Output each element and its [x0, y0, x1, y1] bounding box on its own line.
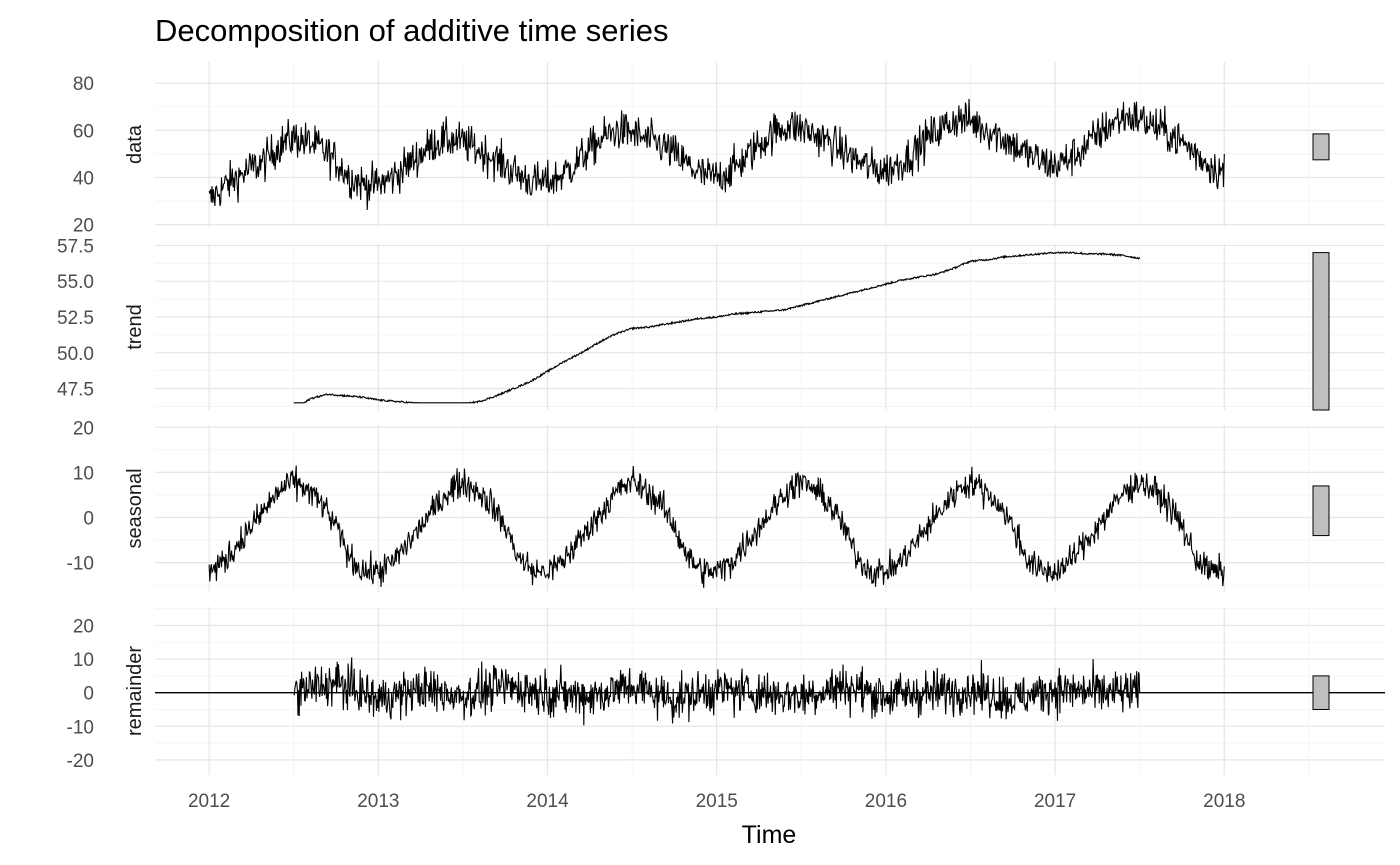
x-tick-label: 2013	[357, 791, 399, 812]
range-bar-seasonal	[1312, 485, 1330, 537]
series-line-trend	[293, 251, 1141, 404]
facet-label-trend: trend	[124, 304, 146, 350]
y-tick-label: 0	[83, 684, 94, 705]
x-axis-label: Time	[742, 821, 797, 849]
x-tick-label: 2012	[188, 791, 230, 812]
x-axis: 2012 2013 2014 2015 2016 2017 2018	[188, 791, 1245, 812]
facet-seasonal: -10 0 10 20 seasonal	[67, 418, 1385, 592]
x-tick-label: 2017	[1034, 791, 1076, 812]
y-tick-label: 47.5	[57, 380, 94, 401]
range-bar-data	[1312, 133, 1330, 161]
y-tick-label: 10	[73, 463, 94, 484]
y-tick-label: 52.5	[57, 308, 94, 329]
y-tick-label: 20	[73, 616, 94, 637]
facet-trend: 47.5 50.0 52.5 55.0 57.5 trend	[57, 236, 1385, 411]
facet-remainder: -20 -10 0 10 20 remainder	[67, 607, 1385, 775]
y-tick-label: 60	[73, 121, 94, 142]
x-tick-label: 2015	[696, 791, 738, 812]
facet-panels: 20 40 60 80 data 47.5 50.0 52.5 55.0 57.5 trend -10…	[57, 62, 1385, 775]
y-tick-label: 57.5	[57, 236, 94, 257]
chart-title: Decomposition of additive time series	[155, 13, 668, 48]
y-tick-label: -10	[67, 554, 94, 575]
series-line-remainder	[293, 657, 1141, 726]
y-tick-label: -20	[67, 751, 94, 772]
y-tick-label: 50.0	[57, 344, 94, 365]
range-bar-remainder	[1312, 675, 1330, 710]
y-tick-label: 10	[73, 650, 94, 671]
y-tick-label: 40	[73, 169, 94, 190]
y-tick-label: 20	[73, 216, 94, 237]
range-bar-trend	[1312, 252, 1330, 411]
x-tick-label: 2014	[526, 791, 569, 812]
y-tick-label: 20	[73, 418, 94, 439]
x-tick-label: 2016	[865, 791, 907, 812]
y-tick-label: 0	[83, 509, 94, 530]
series-line-seasonal	[208, 465, 1225, 588]
facet-label-remainder: remainder	[124, 646, 146, 736]
x-tick-label: 2018	[1203, 791, 1245, 812]
series-line-data	[208, 98, 1225, 211]
facet-label-seasonal: seasonal	[124, 468, 146, 548]
facet-data: 20 40 60 80 data	[73, 62, 1385, 237]
y-tick-label: 55.0	[57, 272, 94, 293]
facet-label-data: data	[124, 124, 146, 164]
y-tick-label: 80	[73, 74, 94, 95]
y-tick-label: -10	[67, 717, 94, 738]
